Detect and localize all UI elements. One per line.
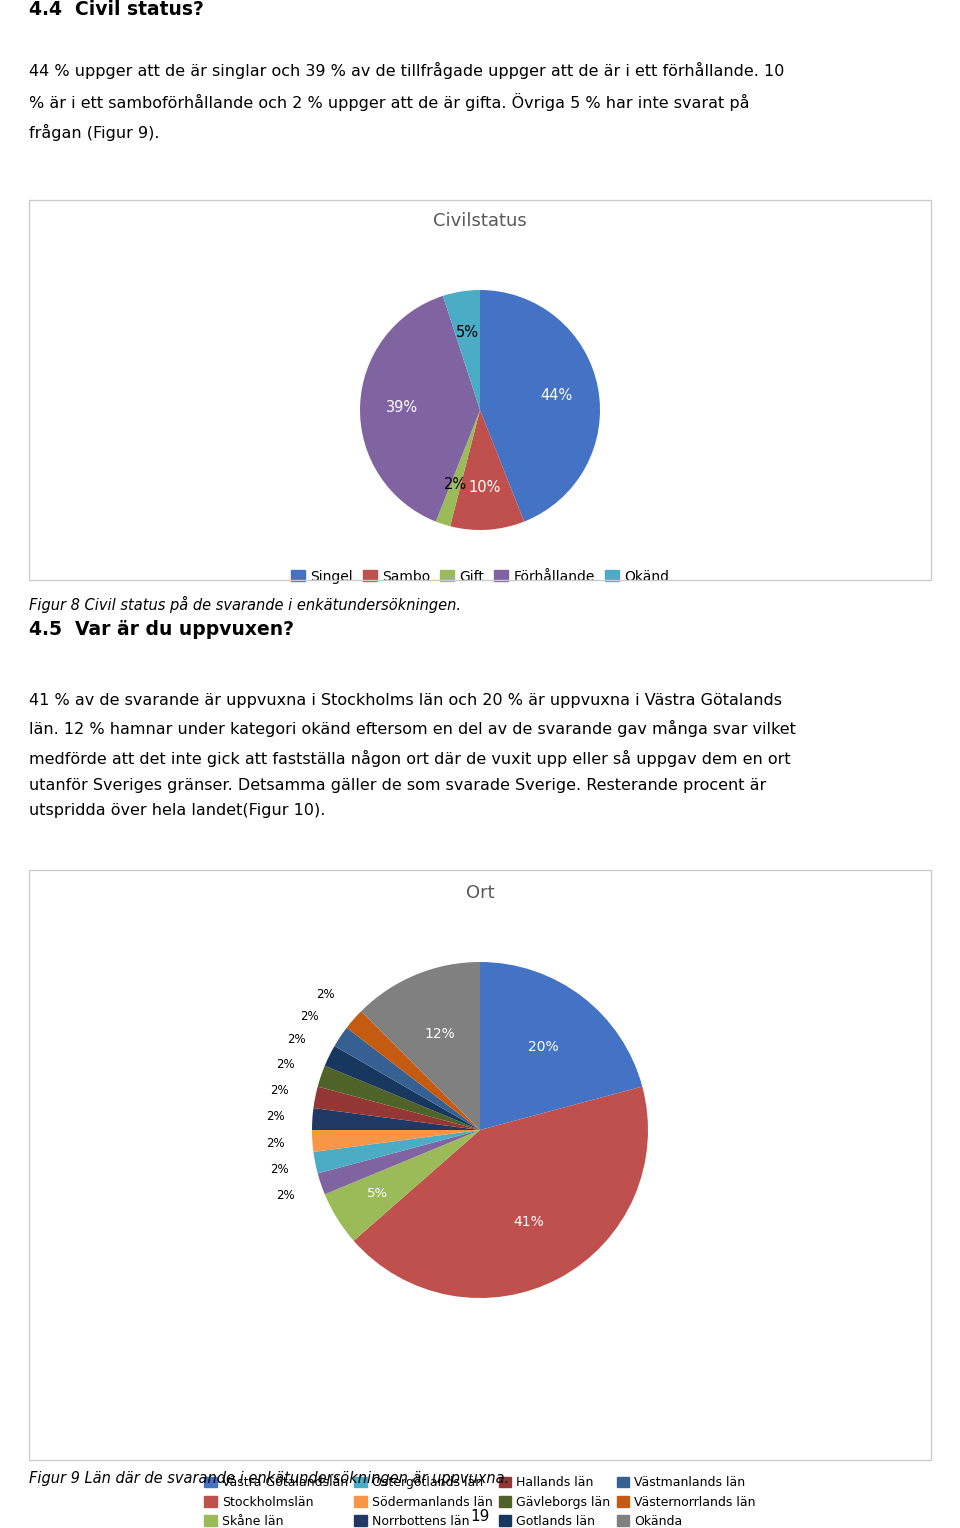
Text: 20%: 20% xyxy=(528,1041,559,1054)
Text: 2%: 2% xyxy=(444,477,468,492)
Text: 2%: 2% xyxy=(276,1189,296,1203)
Text: 44%: 44% xyxy=(540,388,573,403)
Text: Figur 8 Civil status på de svarande i enkätundersökningen.: Figur 8 Civil status på de svarande i en… xyxy=(29,596,461,613)
Text: Civilstatus: Civilstatus xyxy=(433,212,527,229)
Wedge shape xyxy=(443,290,480,410)
Wedge shape xyxy=(334,1028,480,1131)
Text: 19: 19 xyxy=(470,1510,490,1523)
Wedge shape xyxy=(353,1086,648,1297)
Text: 2%: 2% xyxy=(270,1163,288,1177)
Text: 41%: 41% xyxy=(514,1215,544,1229)
Text: 2%: 2% xyxy=(270,1083,288,1097)
Wedge shape xyxy=(347,1012,480,1131)
Text: 2%: 2% xyxy=(266,1111,285,1123)
Wedge shape xyxy=(318,1131,480,1195)
Wedge shape xyxy=(360,296,480,521)
Text: 2%: 2% xyxy=(317,989,335,1001)
Legend: Västra Götalandslän, Stockholmslän, Skåne län, Uppsala län, Östergötlands län, S: Västra Götalandslän, Stockholmslän, Skån… xyxy=(200,1470,760,1528)
Text: 4.4  Civil status?: 4.4 Civil status? xyxy=(29,0,204,18)
Wedge shape xyxy=(312,1131,480,1152)
Wedge shape xyxy=(312,1108,480,1131)
Wedge shape xyxy=(313,1086,480,1131)
Wedge shape xyxy=(361,963,480,1131)
Text: Figur 9 Län där de svarande i enkätundersökningen är uppvuxna.: Figur 9 Län där de svarande i enkätunder… xyxy=(29,1471,509,1485)
Text: 5%: 5% xyxy=(367,1187,388,1201)
Text: 2%: 2% xyxy=(276,1057,296,1071)
Wedge shape xyxy=(324,1047,480,1131)
Text: 12%: 12% xyxy=(424,1027,455,1041)
Text: 39%: 39% xyxy=(386,400,419,416)
Wedge shape xyxy=(313,1131,480,1174)
Text: 41 % av de svarande är uppvuxna i Stockholms län och 20 % är uppvuxna i Västra G: 41 % av de svarande är uppvuxna i Stockh… xyxy=(29,692,796,819)
Text: 2%: 2% xyxy=(287,1033,305,1045)
Text: 2%: 2% xyxy=(300,1010,319,1022)
Wedge shape xyxy=(324,1131,480,1241)
Wedge shape xyxy=(318,1065,480,1131)
Wedge shape xyxy=(450,410,524,530)
Text: 4.5  Var är du uppvuxen?: 4.5 Var är du uppvuxen? xyxy=(29,620,294,639)
Text: 10%: 10% xyxy=(468,480,501,495)
Wedge shape xyxy=(480,963,642,1131)
Text: 5%: 5% xyxy=(456,325,479,341)
Legend: Singel, Sambo, Gift, Förhållande, Okänd: Singel, Sambo, Gift, Förhållande, Okänd xyxy=(285,564,675,590)
Text: 44 % uppger att de är singlar och 39 % av de tillfrågade uppger att de är i ett : 44 % uppger att de är singlar och 39 % a… xyxy=(29,63,784,141)
Text: 2%: 2% xyxy=(266,1137,285,1151)
Wedge shape xyxy=(480,290,600,521)
Wedge shape xyxy=(436,410,480,526)
Text: Ort: Ort xyxy=(466,885,494,902)
